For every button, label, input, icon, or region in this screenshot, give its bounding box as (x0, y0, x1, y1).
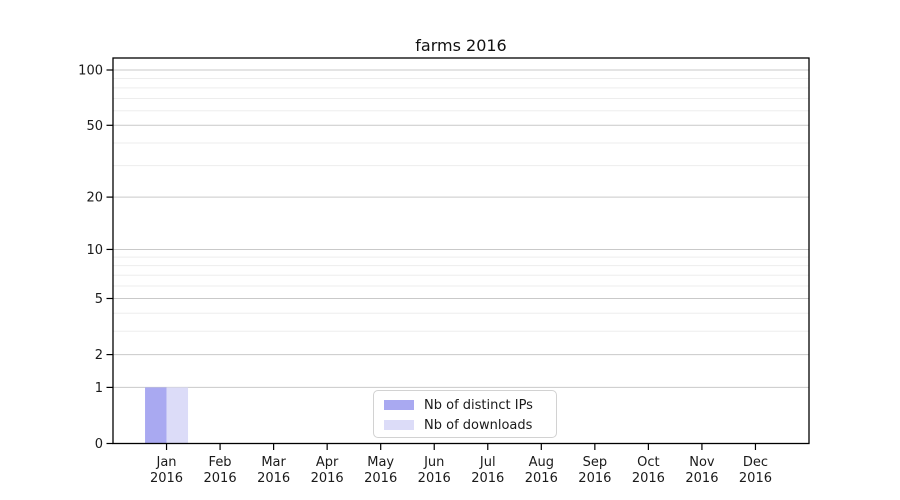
legend-label-downloads: Nb of downloads (424, 417, 533, 433)
y-tick-label-2: 2 (95, 348, 103, 363)
x-tick-label-apr: Apr (316, 455, 339, 470)
x-tick-label-oct: Oct (637, 455, 659, 470)
x-tick-year-feb: 2016 (204, 471, 237, 486)
x-tick-year-may: 2016 (364, 471, 397, 486)
x-tick-label-aug: Aug (529, 455, 554, 470)
x-tick-year-apr: 2016 (311, 471, 344, 486)
y-tick-label-1: 1 (95, 381, 103, 396)
legend-swatch-downloads (384, 420, 414, 430)
legend-entry-downloads: Nb of downloads (384, 415, 548, 435)
x-tick-label-mar: Mar (261, 455, 286, 470)
x-tick-label-nov: Nov (689, 455, 715, 470)
y-tick-label-0: 0 (95, 437, 103, 452)
bar-distinct-ips-jan (145, 387, 167, 444)
y-tick-label-10: 10 (86, 243, 103, 258)
bar-downloads-jan (166, 387, 189, 444)
y-tick-label-50: 50 (86, 119, 103, 134)
legend-entry-distinct-ips: Nb of distinct IPs (384, 395, 548, 415)
chart-title: farms 2016 (415, 36, 507, 55)
x-tick-year-nov: 2016 (685, 471, 718, 486)
x-tick-label-jul: Jul (479, 455, 496, 470)
x-tick-year-mar: 2016 (257, 471, 290, 486)
x-tick-year-jul: 2016 (471, 471, 504, 486)
y-tick-label-20: 20 (86, 191, 103, 206)
x-tick-label-jun: Jun (423, 455, 444, 470)
plot-box (112, 57, 810, 445)
x-tick-year-oct: 2016 (632, 471, 665, 486)
x-tick-year-jan: 2016 (150, 471, 183, 486)
x-tick-year-dec: 2016 (739, 471, 772, 486)
legend: Nb of distinct IPs Nb of downloads (373, 390, 557, 438)
x-tick-year-jun: 2016 (418, 471, 451, 486)
y-tick-label-100: 100 (78, 64, 103, 79)
x-tick-year-sep: 2016 (578, 471, 611, 486)
legend-label-distinct-ips: Nb of distinct IPs (424, 397, 533, 413)
x-tick-label-may: May (367, 455, 394, 470)
legend-swatch-distinct-ips (384, 400, 414, 410)
x-tick-year-aug: 2016 (525, 471, 558, 486)
x-tick-label-sep: Sep (583, 455, 608, 470)
x-tick-label-dec: Dec (743, 455, 768, 470)
x-tick-label-jan: Jan (156, 455, 177, 470)
x-tick-label-feb: Feb (209, 455, 232, 470)
y-tick-label-5: 5 (95, 292, 103, 307)
